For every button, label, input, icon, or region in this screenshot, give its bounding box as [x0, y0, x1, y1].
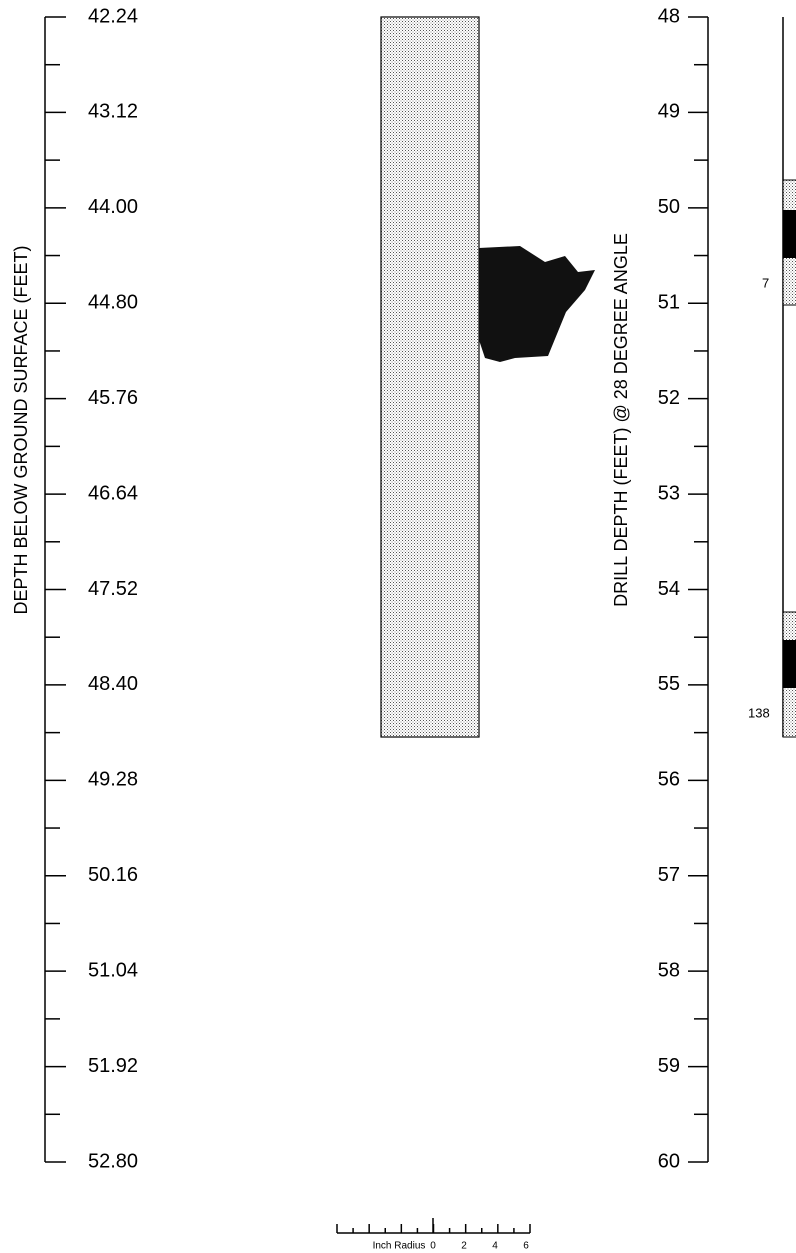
cavity-profile [479, 246, 595, 362]
tick-label: 51.04 [88, 959, 138, 981]
tick-label: 52 [658, 387, 680, 409]
scale-tick-label: 4 [492, 1241, 498, 1252]
tick-label: 52.80 [88, 1150, 138, 1172]
log-fracture [783, 640, 796, 688]
tick-label: 50.16 [88, 864, 138, 886]
right-axis-title: DRILL DEPTH (FEET) @ 28 DEGREE ANGLE [611, 233, 631, 607]
tick-label: 42.24 [88, 5, 138, 27]
tick-label: 56 [658, 769, 680, 791]
log-figure: DEPTH BELOW GROUND SURFACE (FEET) DRILL … [0, 0, 796, 1253]
scale-tick-label: 2 [461, 1241, 467, 1252]
tick-label: 46.64 [88, 482, 138, 504]
scale-label: Inch Radius [373, 1241, 426, 1252]
tick-label: 51.92 [88, 1055, 138, 1077]
tick-label: 44.00 [88, 196, 138, 218]
annotation: 7 [762, 275, 769, 290]
core-column [381, 17, 479, 737]
log-fracture [783, 210, 796, 258]
annotation: 138 [748, 705, 770, 720]
tick-label: 60 [658, 1150, 680, 1172]
tick-label: 48.40 [88, 673, 138, 695]
tick-label: 44.80 [88, 292, 138, 314]
tick-label: 50 [658, 196, 680, 218]
tick-label: 49.28 [88, 769, 138, 791]
tick-label: 54 [658, 578, 680, 600]
tick-label: 48 [658, 5, 680, 27]
tick-label: 55 [658, 673, 680, 695]
tick-label: 49 [658, 101, 680, 123]
tick-label: 58 [658, 959, 680, 981]
tick-label: 51 [658, 292, 680, 314]
tick-label: 47.52 [88, 578, 138, 600]
tick-label: 43.12 [88, 101, 138, 123]
tick-label: 45.76 [88, 387, 138, 409]
tick-label: 59 [658, 1055, 680, 1077]
tick-label: 57 [658, 864, 680, 886]
scale-tick-label: 6 [523, 1241, 529, 1252]
scale-tick-label: 0 [430, 1241, 436, 1252]
left-axis-title: DEPTH BELOW GROUND SURFACE (FEET) [11, 245, 31, 614]
tick-label: 53 [658, 482, 680, 504]
